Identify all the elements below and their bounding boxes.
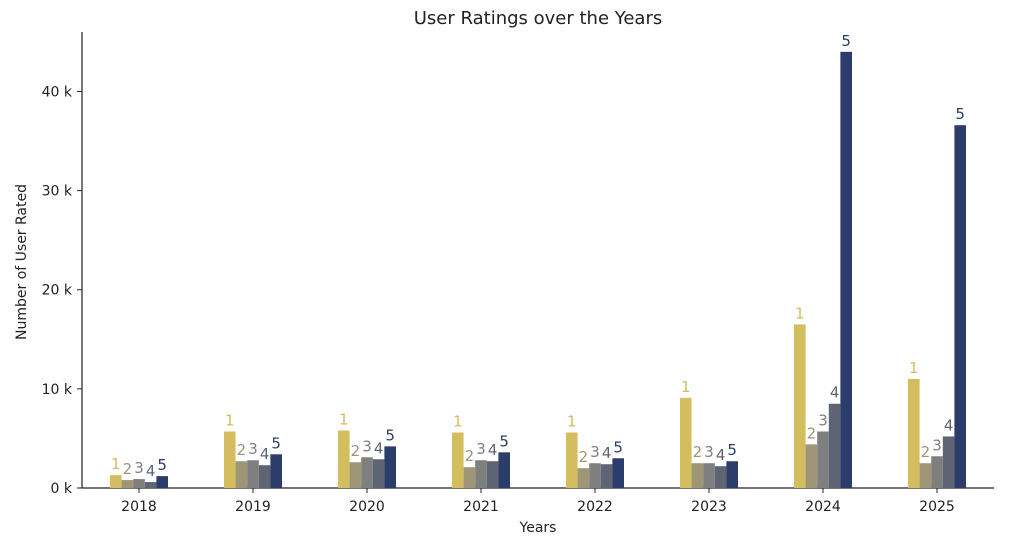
- bar-label: 1: [111, 455, 121, 473]
- bar: [156, 476, 168, 488]
- y-tick-label: 0 k: [51, 481, 73, 497]
- bar: [566, 432, 578, 488]
- bar-label: 1: [909, 359, 919, 377]
- bar-label: 1: [453, 412, 463, 430]
- bar: [840, 51, 852, 488]
- bar: [247, 460, 259, 488]
- bar-label: 1: [567, 412, 577, 430]
- bar: [805, 444, 818, 488]
- bar-label: 3: [476, 440, 486, 458]
- x-tick-label: 2024: [805, 499, 841, 515]
- x-tick-label: 2018: [121, 499, 157, 515]
- bar-label: 2: [807, 424, 817, 442]
- x-tick-label: 2019: [235, 499, 271, 515]
- bar: [235, 461, 248, 488]
- bar-label: 4: [716, 446, 726, 464]
- bar-label: 2: [921, 443, 931, 461]
- bar-label: 3: [590, 443, 600, 461]
- y-tick-label: 30 k: [42, 184, 73, 200]
- bar-label: 1: [339, 411, 349, 429]
- bar-label: 3: [362, 437, 372, 455]
- bar: [361, 457, 373, 488]
- bar: [794, 324, 806, 488]
- bar-label: 5: [385, 426, 395, 444]
- bar: [954, 125, 966, 489]
- bar-label: 1: [681, 378, 691, 396]
- bar-label: 4: [830, 384, 840, 402]
- bar: [463, 467, 476, 488]
- bar: [372, 459, 385, 488]
- bar: [691, 463, 704, 488]
- bar-label: 3: [932, 436, 942, 454]
- bar: [600, 464, 613, 488]
- bar-label: 4: [146, 462, 156, 480]
- chart-title: User Ratings over the Years: [414, 8, 663, 29]
- bar: [942, 436, 955, 488]
- bar-label: 3: [704, 443, 714, 461]
- bar: [726, 461, 738, 488]
- bar: [110, 475, 122, 488]
- bar: [714, 466, 727, 488]
- y-tick-label: 10 k: [42, 382, 73, 398]
- bar-label: 5: [613, 438, 623, 456]
- bar: [144, 482, 157, 488]
- bar-label: 1: [225, 412, 235, 430]
- bar: [817, 431, 829, 488]
- bar-label: 5: [499, 432, 509, 450]
- bar: [589, 463, 601, 488]
- bar: [133, 479, 145, 488]
- bar-label: 5: [727, 441, 737, 459]
- x-tick-label: 2025: [919, 499, 955, 515]
- bar-label: 3: [248, 440, 258, 458]
- x-tick-label: 2022: [577, 499, 613, 515]
- bar: [703, 463, 715, 488]
- y-axis-label: Number of User Rated: [14, 184, 30, 340]
- x-tick-label: 2023: [691, 499, 727, 515]
- bar-label: 4: [488, 441, 498, 459]
- x-tick-label: 2021: [463, 499, 499, 515]
- bar: [919, 463, 932, 488]
- bar-label: 4: [374, 439, 384, 457]
- bar: [680, 397, 692, 488]
- bar-label: 2: [123, 460, 133, 478]
- bar-label: 5: [955, 105, 965, 123]
- bar: [498, 452, 510, 488]
- bar: [931, 456, 943, 488]
- bar-label: 2: [351, 442, 361, 460]
- bar: [349, 462, 362, 488]
- bar: [486, 461, 499, 488]
- bar: [258, 465, 271, 488]
- bar-label: 4: [944, 416, 954, 434]
- bar: [612, 458, 624, 488]
- bar: [338, 430, 350, 488]
- y-tick-label: 40 k: [42, 84, 73, 100]
- bar: [475, 460, 487, 488]
- bar-label: 4: [602, 444, 612, 462]
- bar: [828, 403, 841, 488]
- bar: [908, 378, 920, 488]
- bar: [270, 454, 282, 488]
- bar-label: 3: [134, 459, 144, 477]
- bar-label: 2: [579, 448, 589, 466]
- x-axis-label: Years: [519, 520, 557, 536]
- bar: [224, 431, 236, 488]
- bar: [452, 432, 464, 488]
- bar: [121, 480, 134, 488]
- bar-label: 5: [271, 434, 281, 452]
- x-tick-label: 2020: [349, 499, 385, 515]
- bar-label: 4: [260, 445, 270, 463]
- bar-label: 5: [841, 32, 851, 50]
- bar: [384, 446, 396, 488]
- bar-label: 2: [465, 447, 475, 465]
- bar-label: 5: [157, 456, 167, 474]
- bar: [577, 468, 590, 488]
- bar-label: 2: [693, 443, 703, 461]
- bar-label: 1: [795, 304, 805, 322]
- bar-label: 2: [237, 441, 247, 459]
- y-tick-label: 20 k: [42, 283, 73, 299]
- bar-label: 3: [818, 412, 828, 430]
